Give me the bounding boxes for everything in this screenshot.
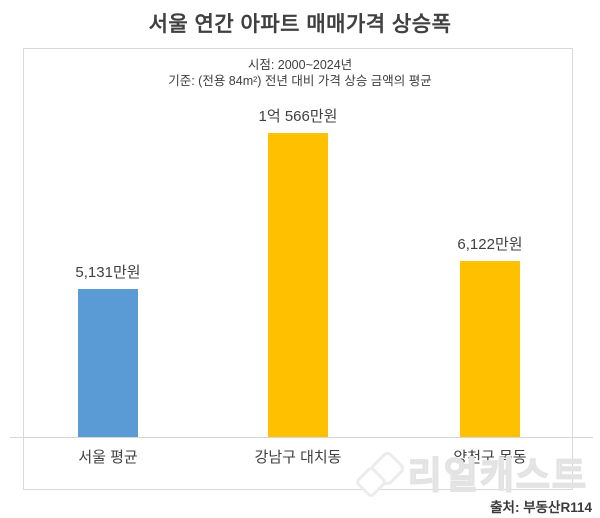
value-label-seoul-average: 5,131만원	[75, 264, 141, 281]
category-label-seoul-average: 서울 평균	[78, 449, 138, 466]
subtitle-period: 시점: 2000~2024년	[247, 58, 353, 72]
category-label-gangnam-daechi: 강남구 대치동	[254, 449, 342, 466]
realcast-logo-icon	[350, 449, 408, 500]
subtitle-basis: 기준: (전용 84m²) 전년 대비 가격 상승 금액의 평균	[168, 74, 432, 88]
bar-group-seoul-average: 5,131만원	[28, 261, 188, 437]
chart-subtitle: 시점: 2000~2024년 기준: (전용 84m²) 전년 대비 가격 상승…	[0, 57, 600, 89]
bar-group-yangcheon-mokdong: 6,122만원	[410, 233, 570, 437]
x-axis-line	[10, 437, 593, 438]
chart-frame	[23, 48, 573, 490]
bar-seoul-average	[78, 289, 138, 437]
bar-yangcheon-mokdong	[460, 261, 520, 437]
value-label-yangcheon-mokdong: 6,122만원	[457, 236, 523, 253]
source-label: 출처: 부동산R114	[490, 500, 592, 515]
watermark: 리얼캐스트	[350, 449, 588, 500]
category-label-yangcheon-mokdong: 양천구 목동	[453, 449, 527, 466]
bar-group-gangnam-daechi: 1억 566만원	[218, 105, 378, 437]
watermark-text: 리얼캐스트	[407, 454, 588, 497]
bar-gangnam-daechi	[268, 133, 328, 437]
page-title: 서울 연간 아파트 매매가격 상승폭	[148, 13, 452, 36]
value-label-gangnam-daechi: 1억 566만원	[258, 108, 338, 125]
